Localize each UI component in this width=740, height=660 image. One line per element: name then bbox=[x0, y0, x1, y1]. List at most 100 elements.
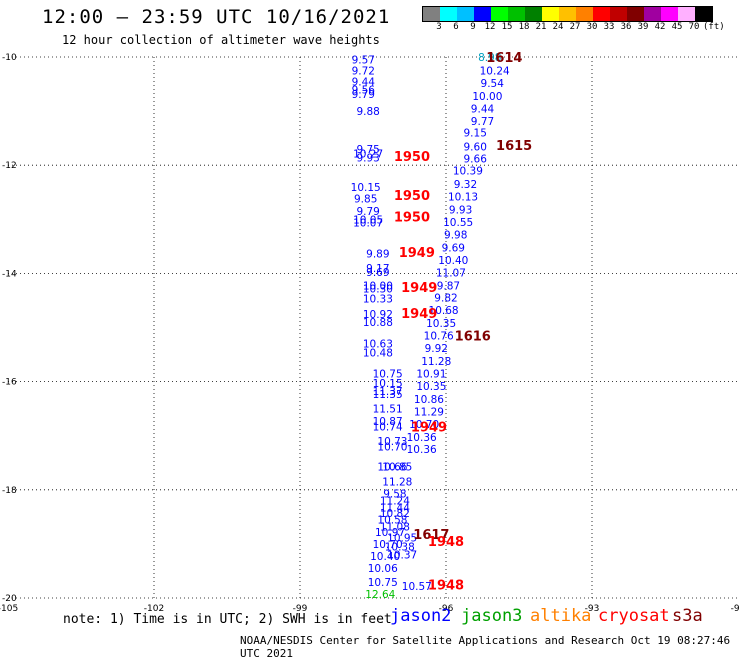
wave-height-label: 9.89 bbox=[366, 248, 389, 260]
x-tick-label: -93 bbox=[585, 604, 600, 614]
wave-height-label: 10.87 bbox=[373, 416, 403, 428]
colorbar-label: 30 bbox=[586, 22, 598, 32]
wave-height-label: 12.64 bbox=[365, 589, 395, 601]
colorbar-swatch bbox=[593, 7, 610, 21]
wave-height-label: 10.13 bbox=[448, 192, 478, 204]
colorbar bbox=[422, 6, 713, 22]
colorbar-label: 24 bbox=[552, 22, 564, 32]
wave-height-label: 11.28 bbox=[382, 477, 412, 489]
colorbar-swatch bbox=[423, 7, 440, 21]
wave-height-label: 9.44 bbox=[352, 76, 376, 88]
chart-subtitle: 12 hour collection of altimeter wave hei… bbox=[62, 33, 380, 47]
wave-height-label: 10.82 bbox=[380, 508, 410, 520]
wave-height-label: 10.70 bbox=[373, 539, 403, 551]
y-tick-label: -18 bbox=[2, 486, 17, 496]
wave-height-label: 10.48 bbox=[363, 347, 393, 359]
pass-number-label: 1615 bbox=[496, 139, 532, 154]
pass-number-label: 1617 bbox=[413, 528, 449, 543]
wave-height-label: 10.95 bbox=[387, 532, 417, 544]
footer-credit: NOAA/NESDIS Center for Satellite Applica… bbox=[240, 634, 731, 660]
wave-height-label: 10.74 bbox=[373, 422, 403, 434]
x-tick-label: -96 bbox=[439, 604, 454, 614]
wave-height-label: 10.73 bbox=[377, 436, 407, 448]
y-tick-label: -16 bbox=[2, 378, 17, 388]
colorbar-swatch bbox=[491, 7, 508, 21]
wave-height-label: 10.92 bbox=[363, 309, 393, 321]
wave-height-label: 9.60 bbox=[464, 141, 487, 153]
legend-jason2: jason2 bbox=[390, 606, 452, 626]
colorbar-label: 15 bbox=[501, 22, 513, 32]
wave-height-label: 10.88 bbox=[363, 317, 393, 329]
wave-height-label: 11.24 bbox=[380, 496, 410, 508]
colorbar-swatch bbox=[678, 7, 695, 21]
wave-height-label: 10.24 bbox=[480, 66, 510, 78]
wave-height-label: 10.66 bbox=[377, 462, 407, 474]
colorbar-swatch bbox=[661, 7, 678, 21]
wave-height-label: 9.56 bbox=[352, 84, 376, 96]
pass-number-label: 1950 bbox=[394, 211, 430, 226]
wave-height-label: 10.97 bbox=[375, 527, 405, 539]
colorbar-label: 6 bbox=[453, 22, 459, 32]
pass-number-label: 1950 bbox=[394, 150, 430, 165]
x-tick-label: -105 bbox=[0, 604, 18, 614]
wave-height-label: 9.69 bbox=[442, 242, 465, 254]
wave-height-label: 10.06 bbox=[368, 563, 398, 575]
colorbar-label: 27 bbox=[569, 22, 581, 32]
wave-height-label: 10.70 bbox=[377, 442, 407, 454]
wave-height-label: 10.00 bbox=[472, 91, 502, 103]
wave-height-label: 10.68 bbox=[429, 305, 459, 317]
wave-height-label: 10.40 bbox=[438, 255, 468, 267]
wave-height-label: 10.37 bbox=[387, 550, 417, 562]
pass-number-label: 1949 bbox=[401, 307, 437, 322]
wave-height-label: 9.98 bbox=[444, 229, 467, 241]
y-tick-label: -20 bbox=[2, 594, 17, 604]
wave-height-label: 10.75 bbox=[373, 368, 403, 380]
wave-height-label: 9.77 bbox=[471, 116, 494, 128]
wave-height-label: 9.72 bbox=[352, 66, 375, 78]
pass-number-label: 1616 bbox=[455, 330, 491, 345]
wave-height-label: 10.35 bbox=[416, 381, 446, 393]
wave-height-label: 10.39 bbox=[453, 166, 483, 178]
legend-s3a: s3a bbox=[672, 606, 703, 626]
colorbar-swatch bbox=[644, 7, 661, 21]
wave-height-label: 10.30 bbox=[363, 284, 393, 296]
wave-height-label: 10.57 bbox=[402, 581, 432, 593]
wave-height-label: 10.15 bbox=[373, 378, 403, 390]
wave-height-label: 8.98 bbox=[478, 52, 501, 64]
wave-height-label: 10.91 bbox=[416, 368, 446, 380]
wave-height-label: 10.40 bbox=[370, 551, 400, 563]
wave-height-label: 10.86 bbox=[414, 394, 444, 406]
colorbar-swatch bbox=[576, 7, 593, 21]
colorbar-swatch bbox=[474, 7, 491, 21]
wave-height-label: 9.87 bbox=[437, 280, 460, 292]
wave-height-label: 10.33 bbox=[363, 293, 393, 305]
wave-height-label: 9.66 bbox=[464, 154, 488, 166]
wave-height-label: 9.57 bbox=[352, 55, 375, 67]
colorbar-swatch bbox=[695, 7, 712, 21]
wave-height-label: 10.75 bbox=[368, 577, 398, 589]
legend-cryosat: cryosat bbox=[598, 606, 670, 626]
pass-number-label: 1950 bbox=[394, 189, 430, 204]
wave-height-label: 9.58 bbox=[383, 489, 406, 501]
wave-height-label: 10.35 bbox=[426, 318, 456, 330]
chart-title: 12:00 – 23:59 UTC 10/16/2021 bbox=[42, 6, 391, 28]
wave-height-label: 11.44 bbox=[380, 503, 410, 515]
wave-height-label: 10.15 bbox=[351, 182, 381, 194]
wave-height-label: 11.51 bbox=[373, 404, 403, 416]
x-tick-label: -99 bbox=[293, 604, 308, 614]
colorbar-labels: 3 6 9 12 15 18 21 24 27 30 33 36 39 42 45 70 bbox=[422, 22, 740, 34]
colorbar-label: 21 bbox=[535, 22, 547, 32]
colorbar-swatch bbox=[440, 7, 457, 21]
colorbar-label: 39 bbox=[637, 22, 649, 32]
colorbar-swatch bbox=[559, 7, 576, 21]
pass-number-label: 1948 bbox=[428, 535, 464, 550]
colorbar-swatch bbox=[457, 7, 474, 21]
wave-height-label: 9.54 bbox=[481, 78, 505, 90]
colorbar-label: 12 bbox=[484, 22, 496, 32]
wave-height-label: 9.92 bbox=[425, 343, 448, 355]
colorbar-label: 70 bbox=[688, 22, 700, 32]
wave-height-label: 10.00 bbox=[363, 280, 393, 292]
wave-height-label: 10.38 bbox=[385, 542, 415, 554]
colorbar-label: 33 bbox=[603, 22, 615, 32]
wave-height-label: 10.58 bbox=[377, 515, 407, 527]
